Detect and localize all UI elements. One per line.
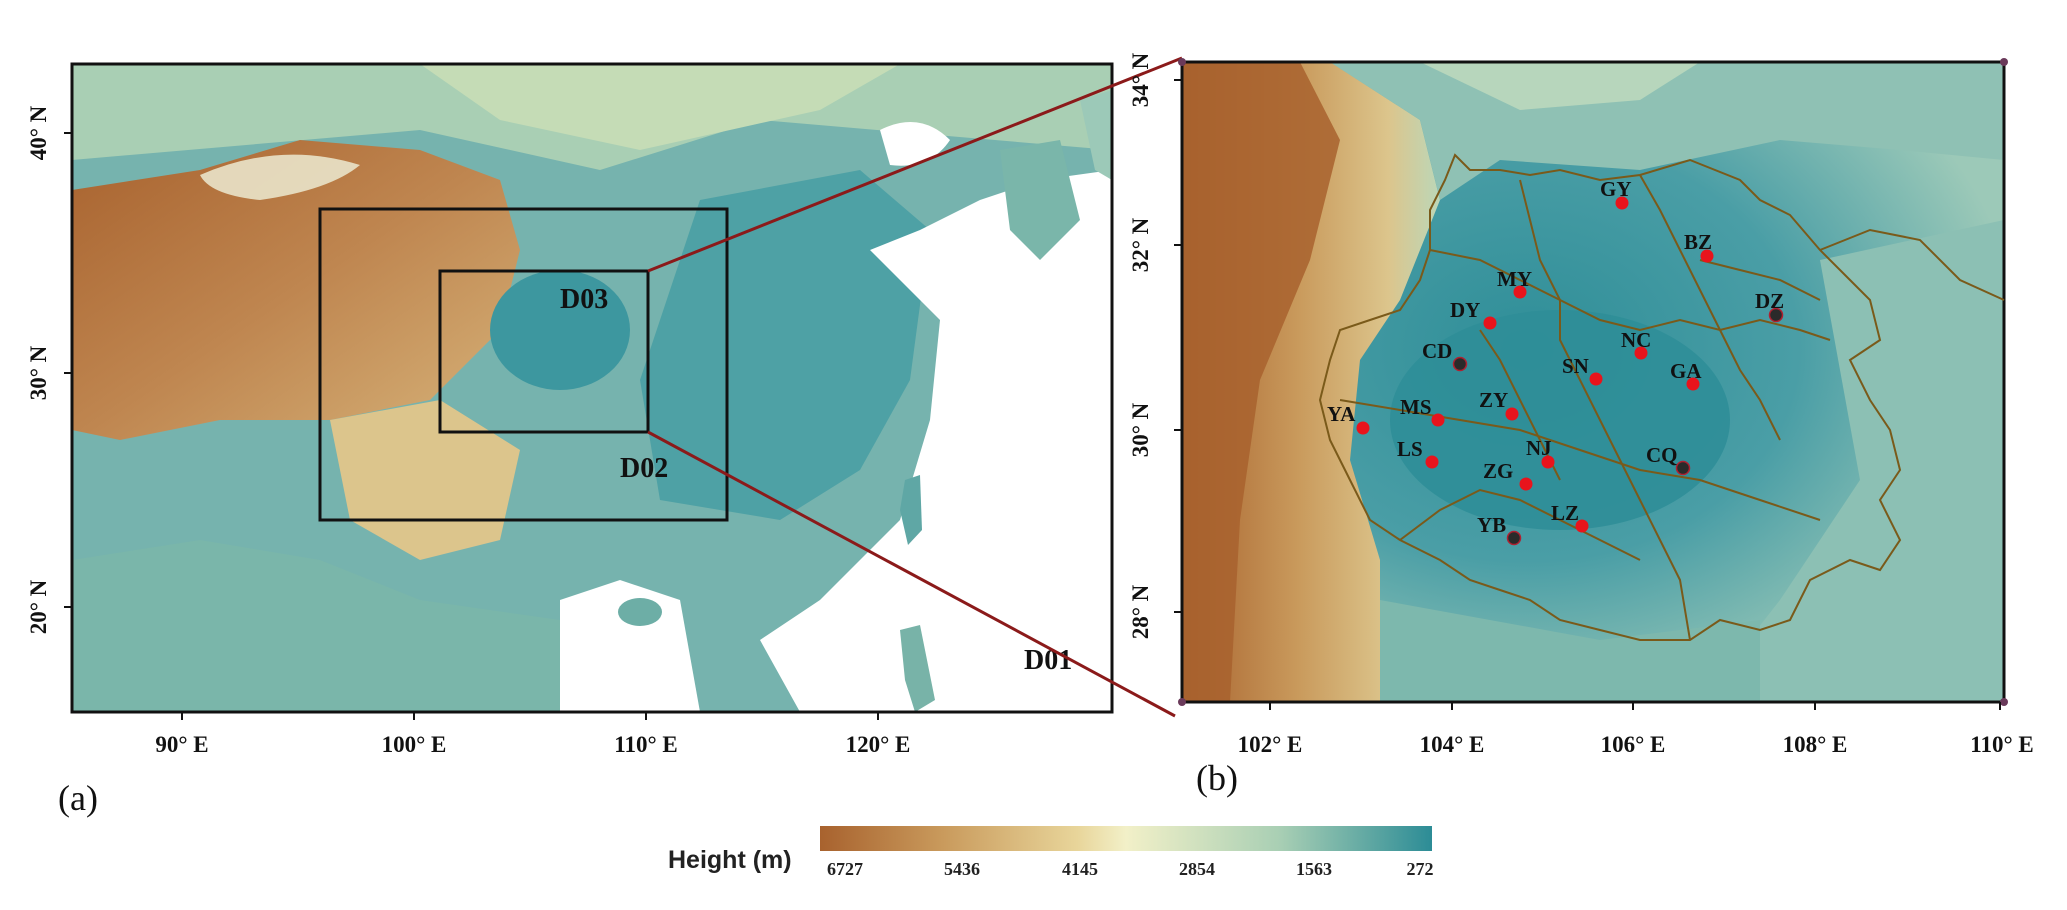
y-tick-label-b: 32° N: [1128, 217, 1153, 272]
station-label-sn: SN: [1562, 354, 1589, 378]
station-dot-nc: [1634, 346, 1648, 360]
colorbar-title: Height (m): [668, 846, 792, 874]
y-tick-label-a: 40° N: [26, 105, 51, 160]
station-label-zg: ZG: [1483, 459, 1513, 483]
x-tick-label-a: 110° E: [614, 732, 678, 757]
boundary-lines: [1318, 153, 2005, 641]
panel-label-a: (a): [58, 778, 98, 818]
station-label-ga: GA: [1670, 359, 1702, 383]
station-dot-gy: [1615, 196, 1629, 210]
station-label-gy: GY: [1600, 177, 1632, 201]
station-dot-lz: [1575, 519, 1589, 533]
station-label-cd: CD: [1422, 339, 1452, 363]
station-dot-ls: [1425, 455, 1439, 469]
colorbar-ramp: [820, 826, 1432, 851]
station-label-nc: NC: [1621, 328, 1651, 352]
station-label-ms: MS: [1400, 395, 1432, 419]
station-label-dy: DY: [1450, 298, 1480, 322]
colorbar-value: 1563: [1296, 859, 1332, 879]
station-label-my: MY: [1497, 267, 1532, 291]
station-dot-bz: [1700, 249, 1714, 263]
y-axis-b: 34° N 32° N 30° N 28° N: [1128, 52, 1182, 639]
station-markers: GY BZ MY DZ DY NC CD SN GA YA MS ZY LS NJ CQ ZG YB LZ: [1327, 177, 1784, 546]
station-label-zy: ZY: [1479, 388, 1508, 412]
domain-box-d03: [438, 269, 650, 434]
station-dot-sn: [1589, 372, 1603, 386]
station-label-bz: BZ: [1684, 230, 1712, 254]
domain-label-d03: D03: [560, 284, 608, 315]
terrain-b: [1182, 62, 2004, 702]
colorbar-value: 272: [1407, 859, 1434, 879]
domain-box-d02: [318, 207, 729, 522]
domain-label-d02: D02: [620, 453, 668, 484]
station-dot-dy: [1483, 316, 1497, 330]
x-tick-label-b: 108° E: [1783, 732, 1848, 757]
station-dot-ms: [1431, 413, 1445, 427]
zoom-line-top: [647, 56, 1183, 273]
map-frame-a: [70, 62, 1114, 714]
station-dot-cd: [1452, 356, 1468, 372]
colorbar-value: 4145: [1062, 859, 1098, 879]
x-tick-label-b: 106° E: [1601, 732, 1666, 757]
x-axis-a: 90° E 100° E 110° E 120° E: [155, 712, 910, 757]
panel-label-b: (b): [1196, 758, 1238, 798]
y-axis-a: 40° N 30° N 20° N: [26, 105, 72, 634]
y-tick-label-a: 30° N: [26, 345, 51, 400]
station-dot-dz: [1768, 307, 1784, 323]
x-tick-label-b: 104° E: [1420, 732, 1485, 757]
map-frame-b: [1180, 60, 2006, 704]
colorbar: Height (m) 6727 5436 4145 2854 1563 272: [668, 826, 1434, 879]
station-dot-yb: [1506, 530, 1522, 546]
station-dot-zg: [1519, 477, 1533, 491]
station-dot-my: [1513, 285, 1527, 299]
station-label-yb: YB: [1477, 513, 1506, 537]
map-panel-a: D03 D02 D01 90° E 100° E 110° E 120° E 4…: [26, 62, 1114, 818]
terrain-a: [72, 64, 1112, 712]
colorbar-value: 2854: [1179, 859, 1215, 879]
y-tick-label-b: 34° N: [1128, 52, 1153, 107]
station-dot-zy: [1505, 407, 1519, 421]
y-tick-label-b: 28° N: [1128, 584, 1153, 639]
station-label-lz: LZ: [1551, 501, 1579, 525]
x-tick-label-b: 110° E: [1970, 732, 2034, 757]
y-tick-label-b: 30° N: [1128, 402, 1153, 457]
x-axis-b: 102° E 104° E 106° E 108° E 110° E: [1238, 702, 2034, 757]
station-label-nj: NJ: [1526, 436, 1552, 460]
station-dot-ya: [1356, 421, 1370, 435]
x-tick-label-a: 120° E: [846, 732, 911, 757]
map-panel-b: 102° E 104° E 106° E 108° E 110° E 34° N…: [1128, 52, 2034, 798]
zoom-line-bottom: [647, 430, 1176, 718]
station-label-cq: CQ: [1646, 443, 1678, 467]
station-dot-cq: [1675, 460, 1691, 476]
y-tick-label-a: 20° N: [26, 579, 51, 634]
colorbar-value: 5436: [944, 859, 980, 879]
colorbar-value: 6727: [827, 859, 863, 879]
station-label-ls: LS: [1397, 437, 1423, 461]
x-tick-label-b: 102° E: [1238, 732, 1303, 757]
x-tick-label-a: 100° E: [382, 732, 447, 757]
x-tick-label-a: 90° E: [155, 732, 208, 757]
station-label-ya: YA: [1327, 402, 1356, 426]
station-dot-ga: [1686, 377, 1700, 391]
station-dot-nj: [1541, 455, 1555, 469]
domain-label-d01: D01: [1024, 645, 1072, 676]
station-label-dz: DZ: [1755, 289, 1784, 313]
